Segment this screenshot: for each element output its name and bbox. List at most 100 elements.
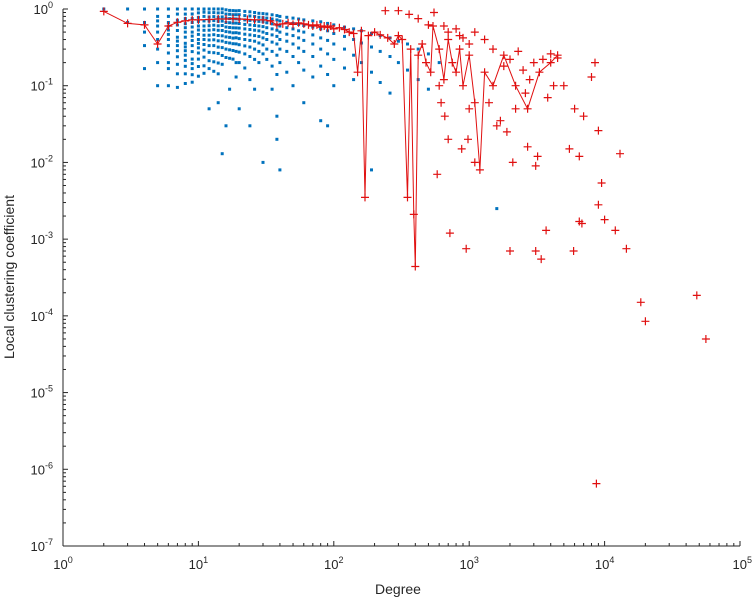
scatter-point: [175, 7, 179, 11]
scatter-point: [243, 44, 247, 48]
scatter-point: [248, 38, 252, 42]
plus-marker: [465, 51, 474, 60]
scatter-point: [156, 24, 160, 28]
scatter-point: [228, 87, 232, 91]
scatter-point: [261, 36, 265, 40]
plus-marker: [496, 116, 505, 125]
scatter-point: [143, 44, 146, 48]
scatter-point: [224, 25, 228, 29]
plus-marker: [480, 68, 489, 77]
scatter-point: [253, 87, 257, 91]
scatter-point: [183, 45, 187, 49]
scatter-point: [319, 20, 323, 24]
plus-marker: [470, 28, 479, 37]
scatter-point: [190, 57, 194, 61]
plus-marker: [514, 47, 523, 56]
y-tick-label: 10-4: [31, 307, 53, 324]
scatter-point: [216, 101, 220, 105]
plus-marker: [523, 142, 532, 151]
plus-marker: [508, 158, 517, 167]
plus-marker: [205, 15, 214, 24]
scatter-point: [248, 23, 252, 27]
scatter-point: [234, 36, 238, 40]
scatter-point: [156, 47, 160, 51]
scatter-point: [278, 24, 282, 28]
scatter-point: [183, 53, 187, 57]
scatter-point: [270, 40, 274, 44]
scatter-point: [220, 15, 224, 19]
plus-marker: [543, 93, 552, 102]
plus-marker: [405, 10, 414, 19]
plus-marker: [440, 112, 449, 121]
scatter-point: [212, 60, 216, 64]
scatter-point: [196, 51, 200, 55]
plus-marker: [398, 35, 407, 44]
scatter-point: [270, 49, 274, 53]
plus-marker: [519, 66, 528, 75]
scatter-point: [265, 38, 269, 41]
plus-marker: [511, 104, 520, 113]
scatter-point: [359, 61, 363, 65]
scatter-point: [237, 13, 241, 17]
scatter-point: [207, 11, 211, 15]
scatter-point: [248, 14, 252, 18]
scatter-point: [297, 46, 301, 50]
scatter-point: [265, 57, 269, 61]
scatter-point: [231, 57, 235, 61]
scatter-point: [311, 42, 315, 46]
plus-marker: [452, 24, 461, 33]
scatter-point: [183, 41, 187, 45]
plus-marker: [475, 165, 484, 174]
plus-marker: [123, 19, 132, 28]
plus-marker: [489, 81, 497, 90]
scatter-point: [332, 57, 336, 61]
scatter-point: [190, 80, 194, 84]
plus-marker: [361, 193, 369, 202]
scatter-point: [228, 21, 232, 25]
scatter-point: [278, 61, 282, 65]
scatter-point: [183, 12, 187, 16]
scatter-point: [196, 28, 200, 32]
plus-marker: [222, 15, 230, 23]
plus-marker: [422, 58, 430, 67]
plus-marker: [499, 62, 508, 71]
scatter-point: [291, 84, 295, 88]
plus-marker: [636, 298, 645, 307]
scatter-point: [253, 28, 257, 32]
tick-marks: [62, 8, 741, 547]
scatter-point: [253, 34, 257, 38]
scatter-point: [175, 12, 179, 16]
scatter-point: [406, 42, 409, 46]
scatter-point: [220, 24, 224, 27]
scatter-point: [231, 42, 235, 46]
scatter-point: [495, 207, 499, 211]
scatter-point: [248, 45, 252, 49]
scatter-point: [243, 14, 247, 18]
scatter-point: [257, 49, 261, 53]
scatter-point: [297, 61, 301, 65]
scatter-point: [202, 7, 206, 11]
scatter-point: [253, 47, 257, 51]
scatter-point: [265, 16, 269, 20]
scatter-point: [220, 29, 224, 32]
plus-marker: [250, 15, 259, 24]
plus-marker: [470, 158, 479, 167]
plus-marker: [357, 26, 366, 35]
plus-marker: [692, 291, 701, 300]
scatter-point: [183, 7, 187, 11]
scatter-point: [190, 25, 194, 29]
scatter-point: [291, 16, 295, 20]
scatter-point: [166, 7, 170, 11]
scatter-point: [231, 9, 235, 13]
scatter-point: [257, 11, 261, 15]
scatter-point: [196, 7, 200, 11]
scatter-point: [228, 26, 232, 29]
scatter-point: [156, 7, 160, 11]
scatter-point: [196, 11, 200, 15]
scatter-point: [275, 137, 279, 141]
scatter-point: [202, 43, 206, 46]
scatter-point: [156, 30, 160, 34]
scatter-point: [265, 12, 269, 16]
scatter-point: [253, 57, 257, 61]
scatter-point: [190, 7, 194, 11]
